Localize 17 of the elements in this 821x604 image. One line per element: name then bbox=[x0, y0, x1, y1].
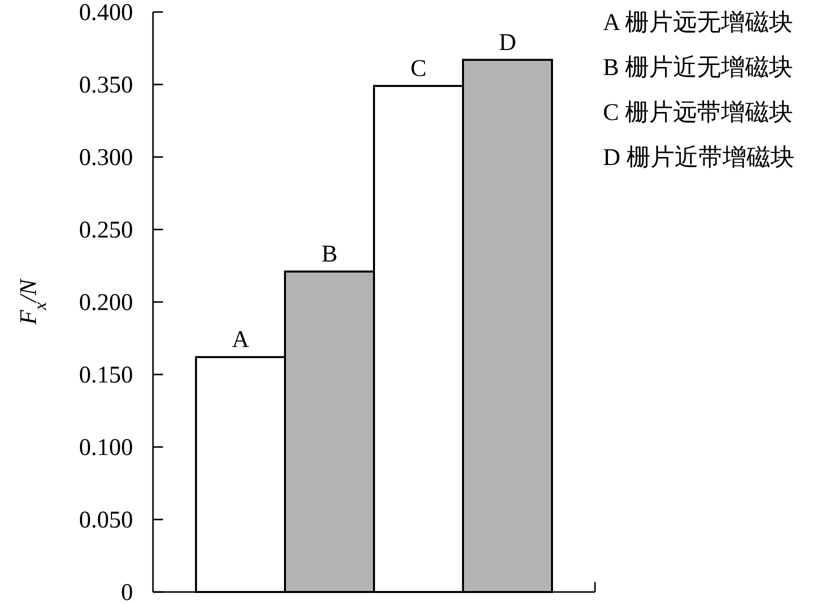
x-tick-label: B bbox=[321, 242, 338, 268]
y-tick-label: 0.400 bbox=[79, 0, 133, 26]
text: C 栅片远带增磁块 bbox=[603, 100, 794, 126]
y-tick-label: 0.300 bbox=[79, 145, 133, 171]
y-tick-label: 0.350 bbox=[79, 72, 133, 98]
x-tick-label: D bbox=[498, 30, 516, 56]
text: B 栅片近无增磁块 bbox=[603, 55, 794, 81]
y-tick-label: 0.050 bbox=[79, 508, 133, 534]
y-tick-label: 0 bbox=[121, 580, 133, 604]
y-tick-label: 0.100 bbox=[79, 435, 133, 461]
text: A 栅片远无增磁块 bbox=[603, 10, 794, 36]
x-tick-label: C bbox=[410, 56, 427, 82]
text: D 栅片近带增磁块 bbox=[603, 145, 794, 171]
y-tick-label: 0.200 bbox=[79, 290, 133, 316]
x-tick-label: A bbox=[232, 327, 250, 354]
y-tick-label: 0.150 bbox=[79, 362, 133, 388]
y-tick-label: 0.250 bbox=[79, 218, 133, 244]
